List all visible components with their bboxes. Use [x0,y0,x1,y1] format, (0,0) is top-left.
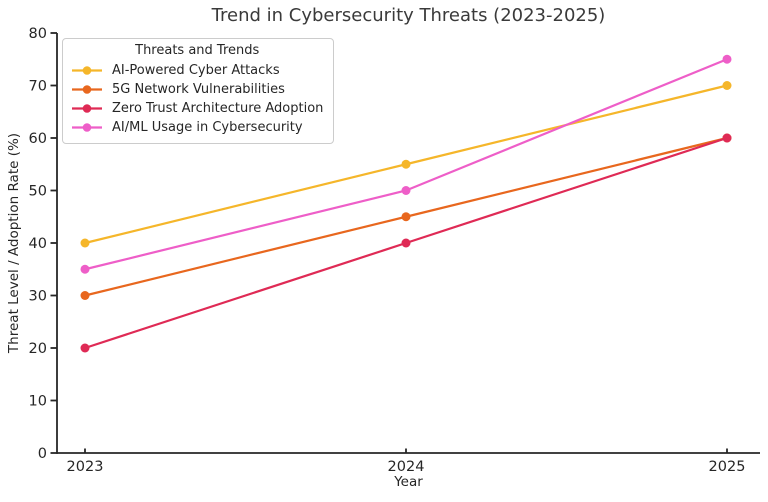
legend-line-marker-icon [72,123,102,132]
y-tick-label: 50 [29,184,47,200]
x-tick-label: 2023 [67,459,104,475]
y-tick-label: 70 [29,79,47,95]
legend-items: AI-Powered Cyber Attacks 5G Network Vulne… [71,61,323,137]
y-tick-label: 0 [38,446,47,462]
legend-item: Zero Trust Architecture Adoption [71,99,323,118]
legend-item-label: 5G Network Vulnerabilities [112,82,285,97]
series-marker [401,212,411,222]
y-tick-label: 80 [29,26,47,42]
legend-item: AI/ML Usage in Cybersecurity [71,118,323,137]
legend-line-marker-icon [72,104,102,113]
y-tick-label: 60 [29,131,47,147]
legend-line-marker-icon [72,85,102,94]
legend-item: 5G Network Vulnerabilities [71,80,323,99]
y-tick-label: 20 [29,341,47,357]
series-marker [722,133,732,143]
legend-item-label: AI-Powered Cyber Attacks [112,63,280,78]
chart-title: Trend in Cybersecurity Threats (2023-202… [211,5,606,26]
series-marker [401,238,411,248]
legend: Threats and Trends AI-Powered Cyber Atta… [62,38,335,144]
series-marker [401,159,411,169]
x-tick-label: 2024 [388,459,425,475]
legend-line-marker-icon [72,66,102,75]
series-marker [722,81,732,90]
legend-title: Threats and Trends [135,43,260,58]
series-marker [80,343,90,353]
x-tick-label: 2025 [709,459,746,475]
legend-item-label: AI/ML Usage in Cybersecurity [112,120,303,135]
y-tick-label: 40 [29,236,47,252]
legend-item: AI-Powered Cyber Attacks [71,61,323,80]
legend-item-label: Zero Trust Architecture Adoption [112,101,324,116]
series-marker [722,54,732,64]
series-marker [401,186,411,195]
x-axis-label: Year [394,474,423,490]
series-marker [80,291,90,300]
y-tick-label: 10 [29,394,47,410]
series-marker [80,264,90,274]
series-marker [80,238,90,248]
y-tick-label: 30 [29,289,47,305]
